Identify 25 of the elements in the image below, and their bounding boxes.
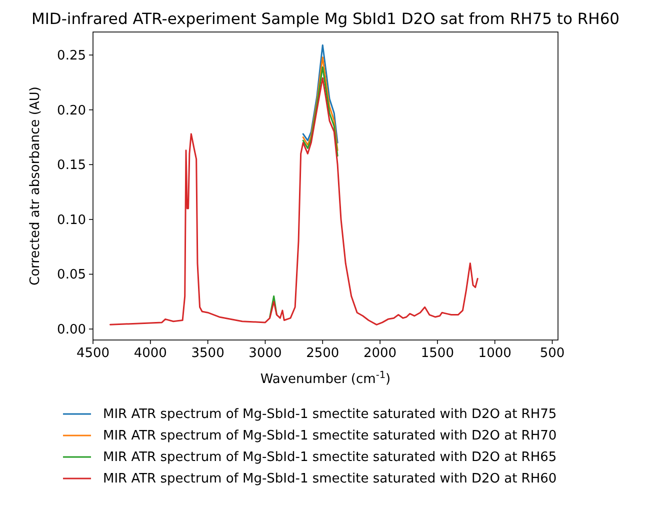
x-tick-label: 2500: [306, 346, 340, 361]
y-tick-label: 0.20: [57, 103, 86, 118]
y-axis-title: Corrected atr absorbance (AU): [28, 86, 43, 286]
y-tick-label: 0.25: [57, 48, 86, 64]
x-tick-label: 4500: [76, 346, 110, 361]
x-axis-title: Wavenumber (cm$^{-1}$): [260, 370, 391, 387]
legend-label: MIR ATR spectrum of Mg-SbId-1 smectite saturated with D2O at RH70: [103, 428, 557, 444]
x-tick-label: 1500: [420, 346, 454, 361]
x-tick-label: 2000: [363, 346, 397, 361]
line-series: [302, 56, 338, 152]
chart-title: MID-infrared ATR-experiment Sample Mg SbId1 D2O sat from RH75 to RH60: [31, 10, 620, 28]
y-tick-label: 0.05: [57, 268, 86, 283]
y-tick-label: 0.10: [57, 212, 86, 228]
y-tick-label: 0.00: [57, 322, 86, 338]
x-tick-label: 4000: [134, 346, 167, 361]
legend-label: MIR ATR spectrum of Mg-SbId-1 smectite saturated with D2O at RH60: [103, 472, 557, 486]
x-tick-label: 500: [540, 346, 565, 361]
y-tick-label: 0.15: [57, 158, 86, 174]
x-tick-label: 3500: [191, 346, 224, 361]
line-series: [302, 44, 338, 144]
x-tick-label: 1000: [478, 346, 512, 361]
legend-label: MIR ATR spectrum of Mg-SbId-1 smectite saturated with D2O at RH75: [103, 407, 557, 422]
line-series: [109, 77, 478, 326]
x-tick-label: 3000: [248, 346, 282, 361]
legend-label: MIR ATR spectrum of Mg-SbId-1 smectite saturated with D2O at RH65: [103, 450, 557, 465]
